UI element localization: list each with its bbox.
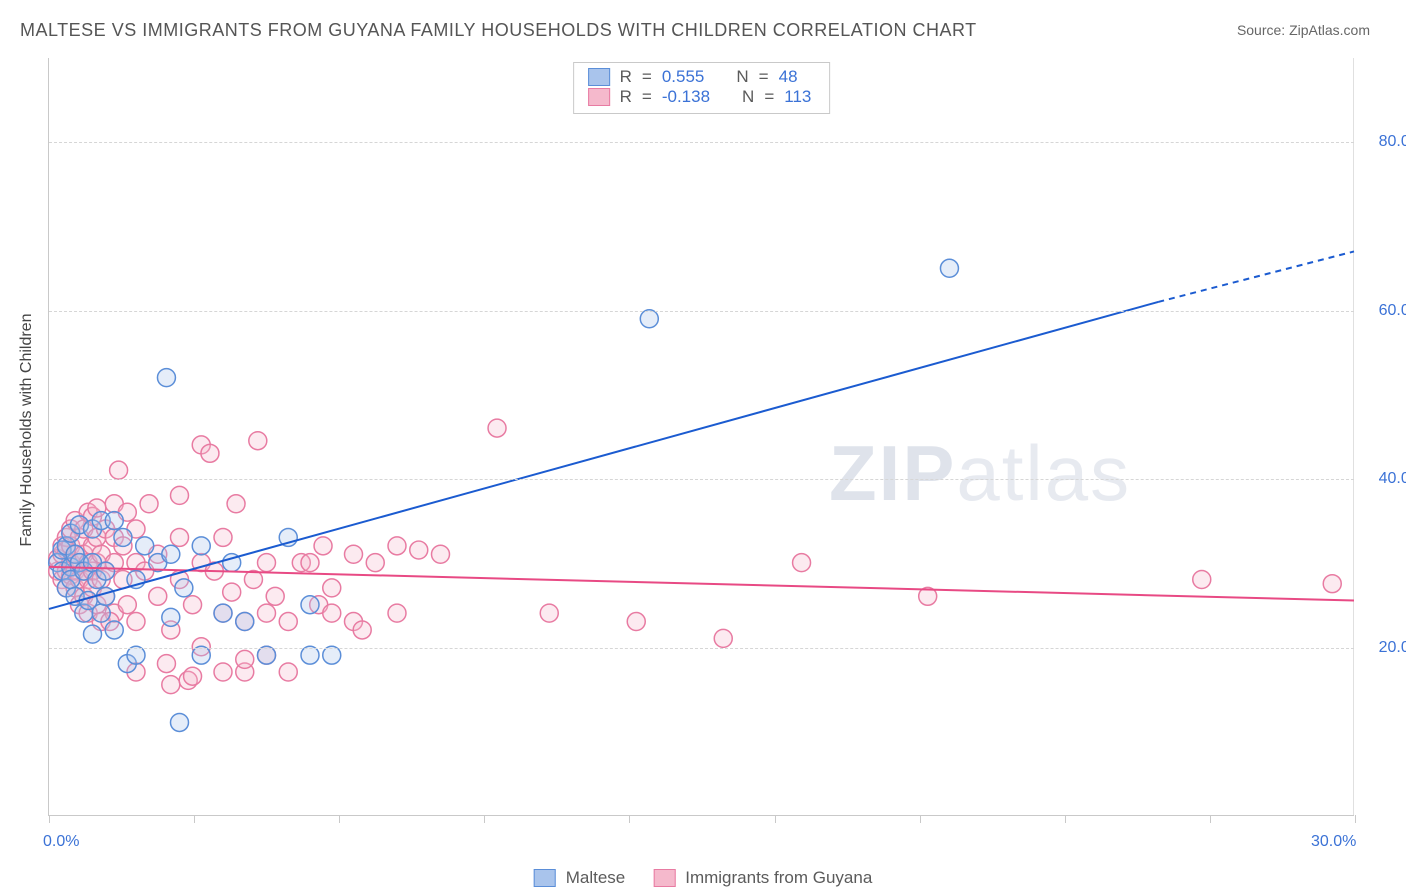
- x-tick: [629, 815, 630, 823]
- stats-row-guyana: R = -0.138 N = 113: [588, 87, 812, 107]
- r-label: R: [620, 67, 632, 87]
- swatch-guyana: [653, 869, 675, 887]
- x-tick: [920, 815, 921, 823]
- chart-canvas: [49, 58, 1354, 815]
- eq-sign: =: [642, 67, 652, 87]
- source-attribution: Source: ZipAtlas.com: [1237, 22, 1370, 38]
- y-tick-label: 40.0%: [1364, 470, 1406, 488]
- r-value-maltese: 0.555: [662, 67, 705, 87]
- gridline: [49, 479, 1354, 480]
- x-tick: [194, 815, 195, 823]
- y-tick-label: 20.0%: [1364, 639, 1406, 657]
- source-link[interactable]: ZipAtlas.com: [1289, 22, 1370, 38]
- source-prefix: Source:: [1237, 22, 1289, 38]
- x-tick: [339, 815, 340, 823]
- swatch-maltese: [534, 869, 556, 887]
- n-value-maltese: 48: [779, 67, 798, 87]
- x-tick-label: 30.0%: [1311, 833, 1356, 851]
- legend-label-maltese: Maltese: [566, 868, 626, 888]
- x-tick: [1065, 815, 1066, 823]
- r-value-guyana: -0.138: [662, 87, 710, 107]
- x-tick-label: 0.0%: [43, 833, 79, 851]
- chart-title: MALTESE VS IMMIGRANTS FROM GUYANA FAMILY…: [20, 20, 977, 41]
- stats-row-maltese: R = 0.555 N = 48: [588, 67, 812, 87]
- gridline: [49, 311, 1354, 312]
- n-value-guyana: 113: [784, 87, 811, 107]
- y-axis-title: Family Households with Children: [18, 314, 36, 547]
- n-label: N: [736, 67, 748, 87]
- gridline: [49, 648, 1354, 649]
- bottom-legend: Maltese Immigrants from Guyana: [534, 868, 873, 888]
- legend-item-maltese: Maltese: [534, 868, 626, 888]
- stats-legend: R = 0.555 N = 48 R = -0.138 N = 113: [573, 62, 831, 114]
- eq-sign: =: [759, 67, 769, 87]
- gridline: [49, 142, 1354, 143]
- swatch-maltese: [588, 68, 610, 86]
- legend-item-guyana: Immigrants from Guyana: [653, 868, 872, 888]
- trendline-maltese: [49, 251, 1354, 608]
- x-tick: [484, 815, 485, 823]
- eq-sign: =: [764, 87, 774, 107]
- y-tick-label: 80.0%: [1364, 133, 1406, 151]
- x-tick: [1355, 815, 1356, 823]
- r-label: R: [620, 87, 632, 107]
- plot-area: R = 0.555 N = 48 R = -0.138 N = 113 ZIPa…: [48, 58, 1354, 816]
- x-tick: [775, 815, 776, 823]
- n-label: N: [742, 87, 754, 107]
- x-tick: [1210, 815, 1211, 823]
- eq-sign: =: [642, 87, 652, 107]
- y-tick-label: 60.0%: [1364, 302, 1406, 320]
- swatch-guyana: [588, 88, 610, 106]
- x-tick: [49, 815, 50, 823]
- legend-label-guyana: Immigrants from Guyana: [685, 868, 872, 888]
